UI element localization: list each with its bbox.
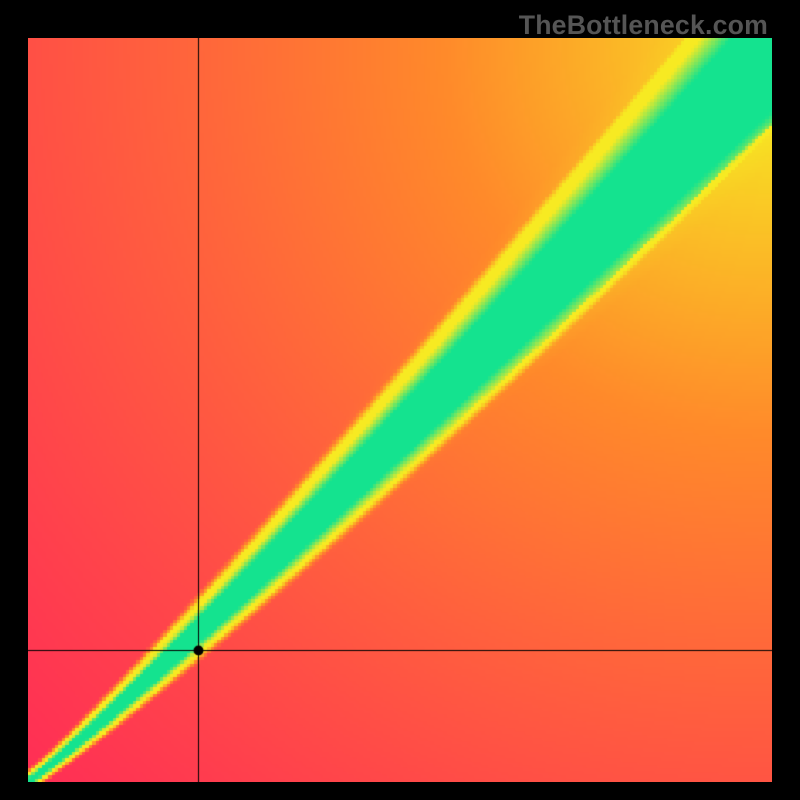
- heatmap-plot: [28, 38, 772, 782]
- heatmap-canvas: [28, 38, 772, 782]
- watermark-text: TheBottleneck.com: [519, 10, 768, 41]
- chart-container: TheBottleneck.com: [0, 0, 800, 800]
